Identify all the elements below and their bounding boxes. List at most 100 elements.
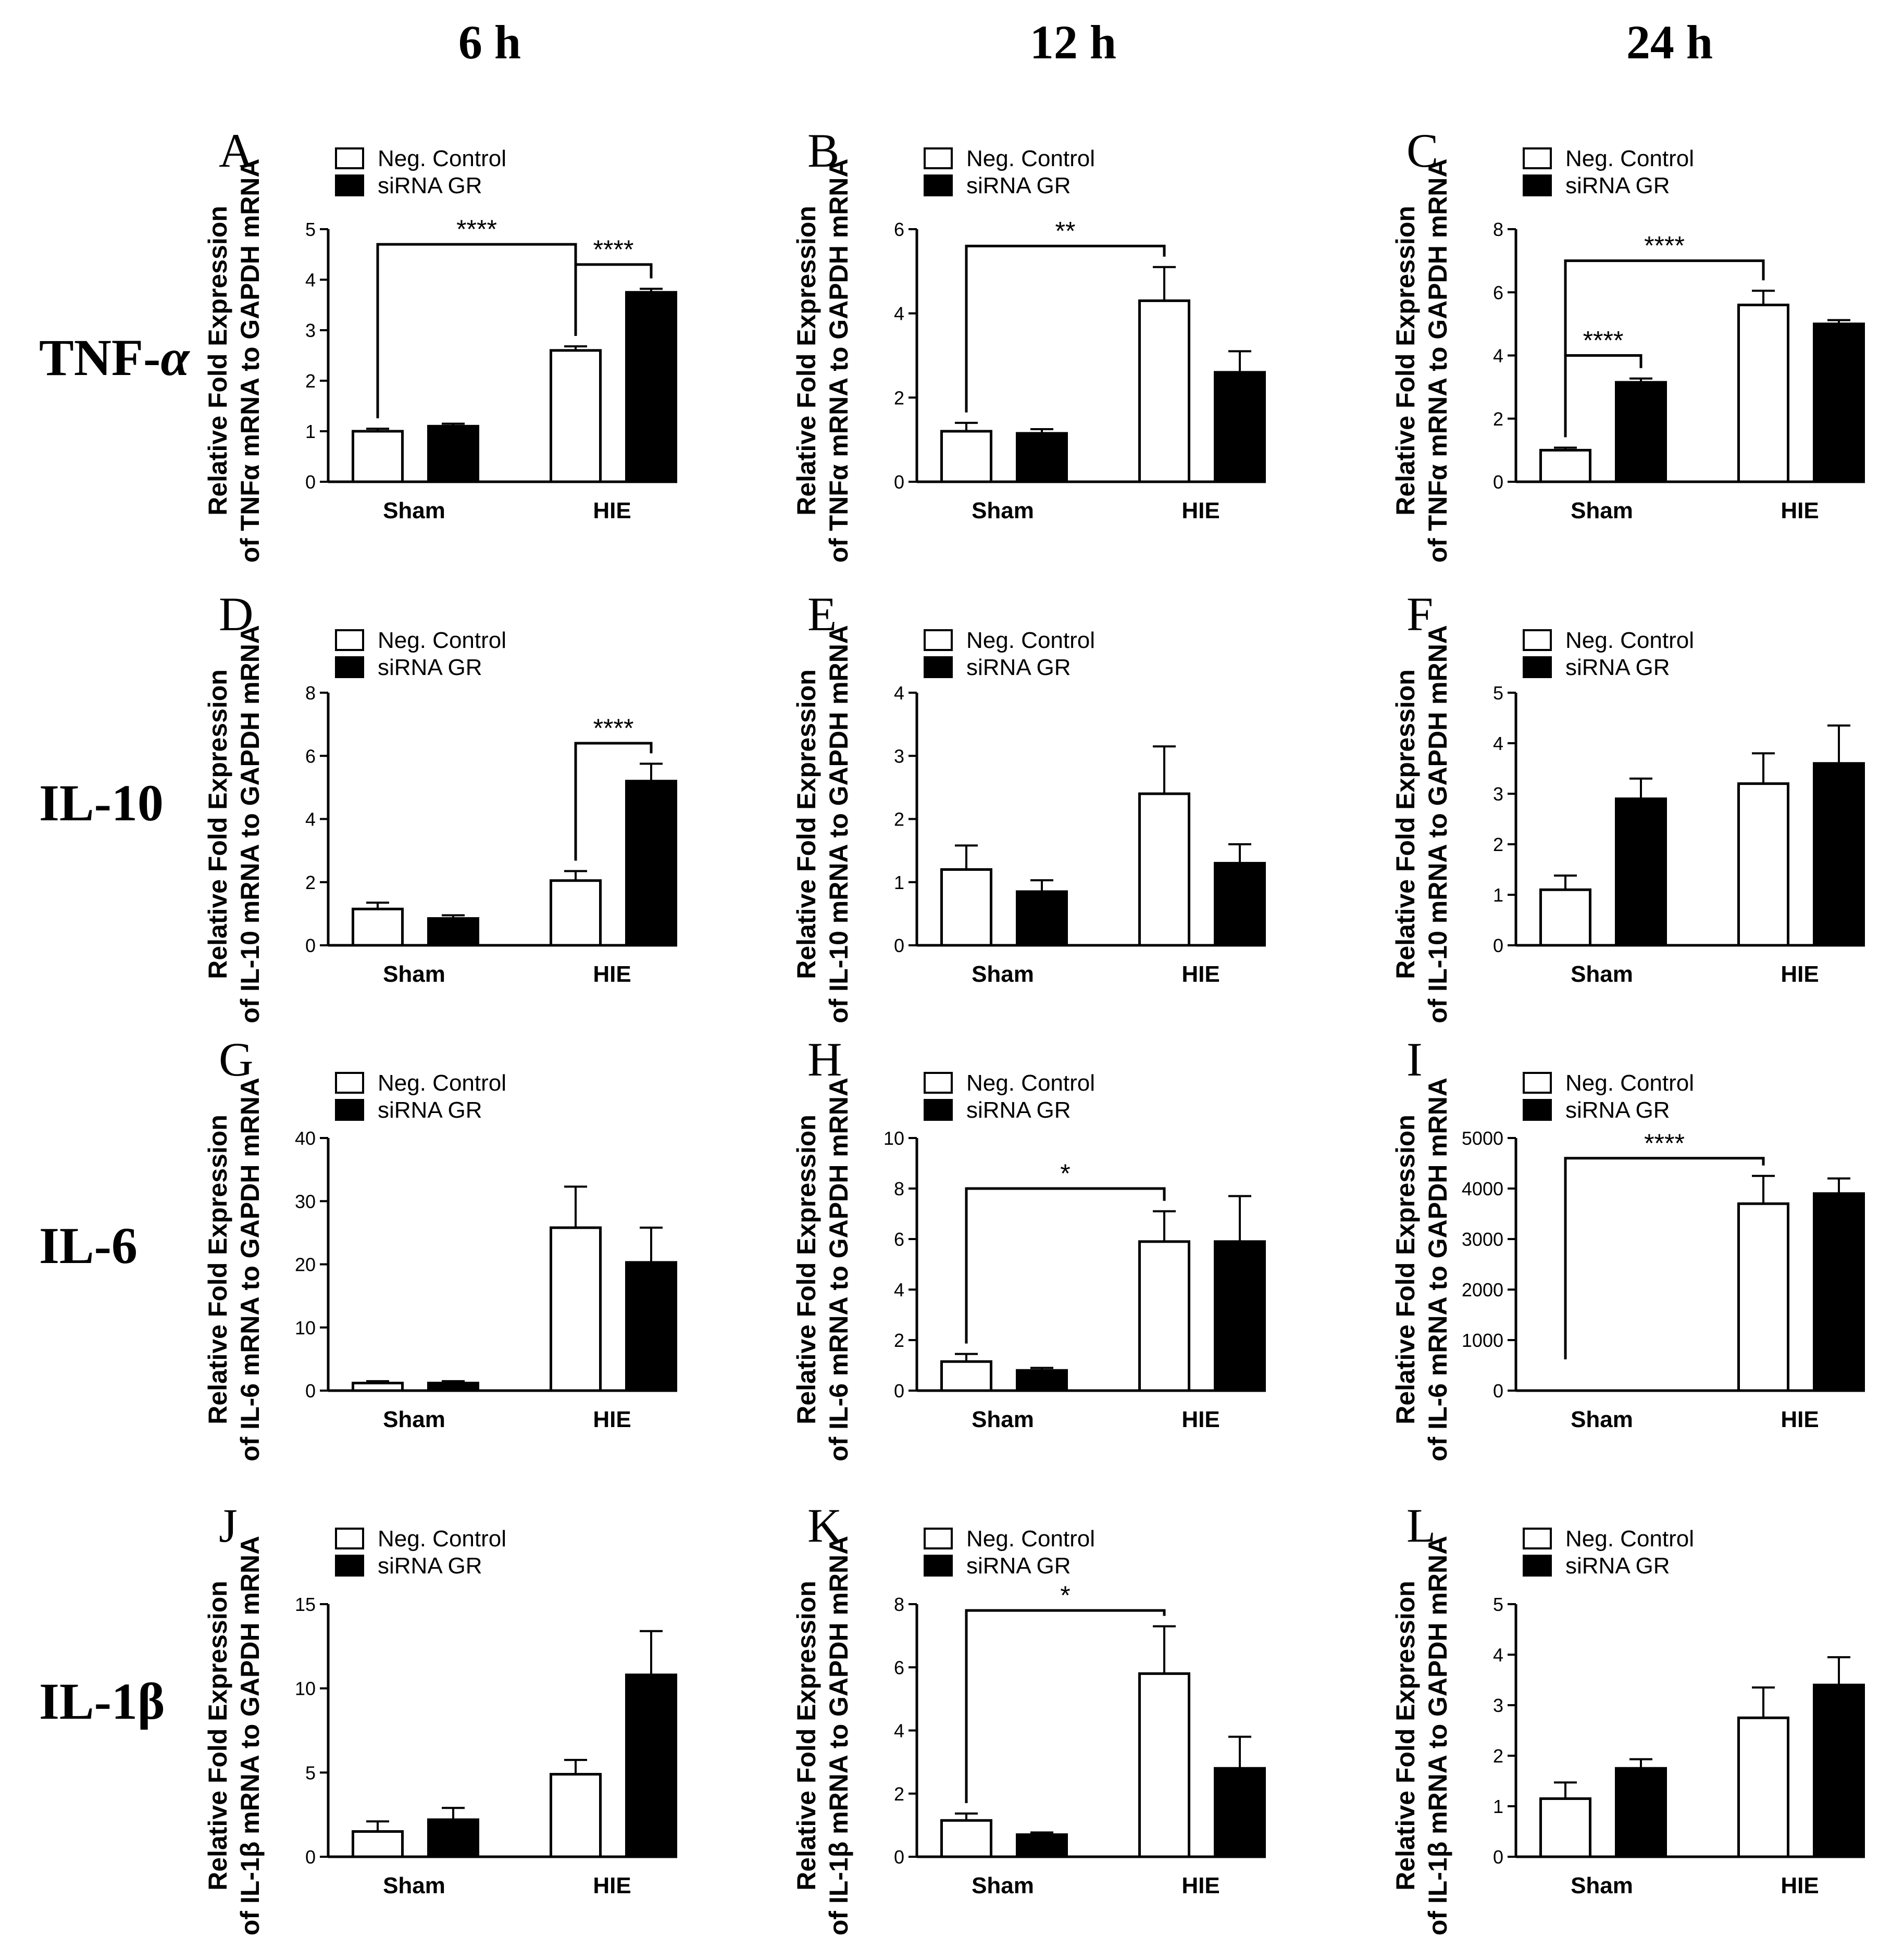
y-tick-label: 6 (894, 1229, 904, 1250)
y-tick-label: 10 (295, 1678, 316, 1699)
significance-bracket (574, 263, 653, 336)
panel-letter: I (1407, 1033, 1423, 1086)
legend-swatch-sirna-gr (335, 174, 364, 196)
bar (1138, 1672, 1190, 1858)
legend-label: siRNA GR (378, 173, 482, 198)
legend-swatch-sirna-gr (924, 1555, 953, 1577)
significance-label: **** (1583, 326, 1624, 355)
significance-bracket (1564, 1157, 1765, 1359)
y-tick-label: 10 (883, 1128, 904, 1149)
y-tick-label: 0 (305, 1846, 316, 1868)
y-axis-label: of IL-6 mRNA to GAPDH mRNA (1423, 1078, 1452, 1461)
legend-swatch-neg-control (1523, 147, 1552, 169)
y-tick-label: 4 (1493, 345, 1503, 367)
panel-letter: L (1407, 1499, 1436, 1552)
bar (1016, 890, 1068, 947)
y-axis-label: Relative Fold Expression (203, 669, 232, 979)
legend-label: Neg. Control (966, 1070, 1095, 1096)
panel-letter: A (219, 124, 253, 177)
y-tick-label: 5 (305, 1762, 316, 1783)
chart-panel-b: B Relative Fold Expression of TNFα mRNA to… (792, 124, 1266, 563)
bar (1214, 861, 1266, 947)
legend-swatch-neg-control (1523, 1072, 1552, 1094)
y-tick-label: 6 (1493, 282, 1503, 303)
y-tick-label: 2 (894, 809, 904, 830)
y-tick-label: 1 (305, 421, 316, 442)
significance-label: **** (1644, 1129, 1685, 1158)
bar (1813, 1192, 1865, 1392)
y-tick-label: 1 (894, 872, 904, 893)
legend-label: Neg. Control (1565, 146, 1694, 171)
legend-swatch-neg-control (924, 1072, 953, 1094)
legend-swatch-neg-control (924, 629, 953, 651)
x-tick-label: HIE (1181, 961, 1219, 987)
y-tick-label: 0 (1493, 1846, 1503, 1868)
legend-label: Neg. Control (378, 628, 506, 653)
bar (1813, 762, 1865, 947)
legend-swatch-neg-control (924, 147, 953, 169)
legend-label: Neg. Control (966, 146, 1095, 171)
significance-label: ** (1055, 216, 1076, 245)
y-tick-label: 8 (894, 1594, 904, 1615)
bar (1737, 782, 1789, 947)
y-axis-label: of IL-10 mRNA to GAPDH mRNA (1423, 625, 1452, 1023)
y-tick-label: 3000 (1462, 1229, 1503, 1250)
significance-label: * (1060, 1159, 1070, 1188)
legend-label: Neg. Control (1565, 1070, 1694, 1096)
bar (1016, 1833, 1068, 1858)
legend-swatch-sirna-gr (924, 656, 953, 678)
chart-panels: A Relative Fold Expression of TNFα mRNA to… (203, 124, 1865, 1935)
chart-panel-i: I Relative Fold Expression of IL-6 mRNA to… (1391, 1033, 1865, 1461)
y-axis-label: Relative Fold Expression (203, 206, 232, 516)
legend-swatch-neg-control (335, 1072, 364, 1094)
y-axis-label: Relative Fold Expression (203, 1581, 232, 1891)
x-tick-label: HIE (1781, 961, 1819, 987)
bar (352, 430, 404, 483)
y-tick-label: 2 (305, 872, 316, 893)
bar (1737, 1202, 1789, 1392)
y-axis-label: of TNFα mRNA to GAPDH mRNA (824, 158, 853, 562)
y-axis-label: Relative Fold Expression (1391, 1115, 1420, 1424)
bar (352, 1381, 404, 1392)
y-axis-label: Relative Fold Expression (792, 1581, 821, 1891)
y-tick-label: 0 (894, 471, 904, 493)
bar (1615, 797, 1667, 947)
x-tick-label: Sham (972, 961, 1034, 987)
y-tick-label: 2000 (1462, 1279, 1503, 1301)
legend-swatch-neg-control (924, 1528, 953, 1549)
chart-panel-j: J Relative Fold Expression of IL-1β mRNA t… (203, 1499, 677, 1935)
bar (1016, 1369, 1068, 1392)
bar (1539, 888, 1591, 947)
bar (1214, 1767, 1266, 1858)
y-axis-label: of IL-6 mRNA to GAPDH mRNA (235, 1078, 265, 1461)
bar (1138, 299, 1190, 483)
legend-swatch-neg-control (335, 147, 364, 169)
significance-bracket (965, 244, 1166, 412)
y-tick-label: 3 (1493, 1695, 1503, 1716)
panel-letter: E (807, 587, 837, 641)
legend-swatch-neg-control (1523, 1528, 1552, 1549)
legend-label: Neg. Control (378, 1070, 506, 1096)
y-tick-label: 4 (894, 682, 904, 704)
panel-letter: C (1407, 124, 1438, 177)
y-tick-label: 0 (894, 1380, 904, 1402)
legend-label: Neg. Control (1565, 1526, 1694, 1552)
y-tick-label: 0 (894, 1846, 904, 1868)
y-axis-label: of IL-10 mRNA to GAPDH mRNA (824, 625, 853, 1023)
chart-panel-f: F Relative Fold Expression of IL-10 mRNA t… (1391, 587, 1865, 1023)
panel-letter: J (219, 1499, 238, 1552)
x-tick-label: Sham (383, 1407, 445, 1432)
legend-label: Neg. Control (378, 1526, 506, 1552)
x-tick-label: Sham (972, 498, 1034, 523)
column-headers: 6 h 12 h 24 h (458, 16, 1713, 69)
y-tick-label: 8 (305, 682, 316, 704)
x-tick-label: HIE (1181, 1407, 1219, 1432)
panel-letter: K (807, 1499, 842, 1552)
legend-swatch-neg-control (335, 1528, 364, 1549)
y-tick-label: 2 (1493, 408, 1503, 430)
bar (1737, 1716, 1789, 1858)
y-tick-label: 5 (1493, 1594, 1503, 1615)
x-tick-label: HIE (593, 1407, 631, 1432)
bar (1016, 432, 1068, 483)
row-header: IL-1β (39, 1672, 165, 1730)
